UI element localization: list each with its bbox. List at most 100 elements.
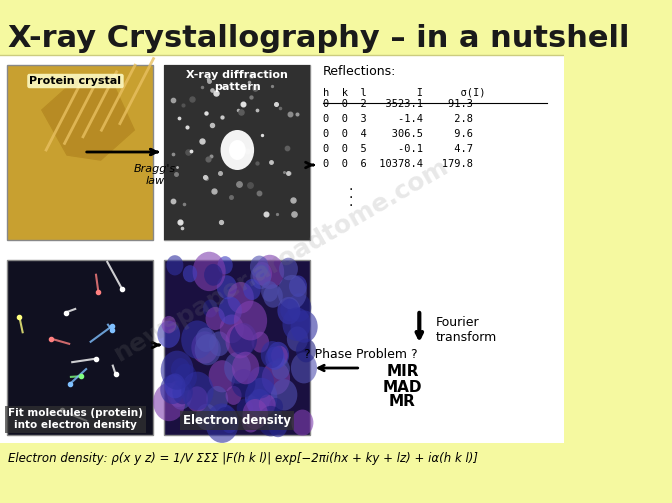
Text: h  k  l        I      σ(I): h k l I σ(I) — [323, 87, 485, 97]
Text: MAD: MAD — [383, 379, 422, 394]
Circle shape — [192, 331, 218, 364]
Circle shape — [224, 352, 251, 384]
Text: Electron density: ρ(x y z) = 1/V ΣΣΣ |F(h k l)| exp[−2πi(hx + ky + lz) + iα(h k : Electron density: ρ(x y z) = 1/V ΣΣΣ |F(… — [8, 452, 478, 465]
Text: .: . — [348, 187, 352, 201]
Text: Fourier
transform: Fourier transform — [436, 316, 497, 344]
Text: X-ray Crystallography – in a nutshell: X-ray Crystallography – in a nutshell — [8, 24, 630, 52]
Circle shape — [171, 358, 190, 381]
Circle shape — [220, 130, 254, 170]
Text: Bragg's
law: Bragg's law — [134, 164, 176, 186]
Text: 0  0  2   3523.1    91.3: 0 0 2 3523.1 91.3 — [323, 99, 473, 109]
Circle shape — [237, 398, 253, 418]
Circle shape — [251, 265, 271, 289]
Text: Fit molecules (protein)
into electron density: Fit molecules (protein) into electron de… — [8, 408, 143, 430]
Circle shape — [259, 394, 276, 414]
Circle shape — [296, 339, 316, 362]
Circle shape — [232, 352, 259, 384]
Circle shape — [278, 297, 300, 324]
Circle shape — [255, 255, 284, 289]
Circle shape — [218, 256, 233, 274]
Circle shape — [217, 275, 237, 299]
Circle shape — [153, 383, 185, 421]
Circle shape — [206, 307, 225, 330]
Circle shape — [167, 380, 190, 407]
Text: 0  0  4    306.5     9.6: 0 0 4 306.5 9.6 — [323, 129, 473, 139]
Circle shape — [161, 351, 194, 390]
Circle shape — [290, 310, 318, 343]
Circle shape — [292, 409, 313, 436]
Circle shape — [193, 252, 226, 291]
Circle shape — [167, 255, 183, 276]
Circle shape — [278, 275, 306, 309]
Circle shape — [247, 367, 274, 398]
Circle shape — [245, 378, 278, 416]
Text: .: . — [348, 179, 352, 193]
Text: 0  0  6  10378.4   179.8: 0 0 6 10378.4 179.8 — [323, 159, 473, 169]
Circle shape — [291, 352, 317, 383]
Circle shape — [220, 314, 244, 343]
Circle shape — [271, 346, 288, 366]
Bar — [163, 65, 310, 240]
Circle shape — [258, 406, 284, 437]
Text: ? Phase Problem ?: ? Phase Problem ? — [304, 349, 417, 362]
Circle shape — [160, 375, 185, 404]
Circle shape — [261, 281, 278, 302]
Circle shape — [242, 411, 260, 433]
Circle shape — [289, 275, 307, 297]
Circle shape — [227, 282, 254, 313]
Circle shape — [271, 379, 297, 410]
Text: newspaper.aroadtome.com: newspaper.aroadtome.com — [110, 154, 454, 366]
Text: X-ray diffraction
pattern: X-ray diffraction pattern — [186, 70, 288, 92]
Circle shape — [203, 299, 218, 317]
Circle shape — [157, 321, 180, 348]
Circle shape — [262, 361, 290, 395]
Circle shape — [170, 384, 192, 409]
Text: Reflections:: Reflections: — [323, 65, 396, 78]
Bar — [163, 65, 310, 240]
Bar — [0, 0, 564, 55]
Circle shape — [175, 364, 197, 390]
Circle shape — [243, 279, 261, 300]
Circle shape — [195, 334, 221, 365]
Circle shape — [172, 380, 193, 404]
Circle shape — [216, 404, 233, 425]
Circle shape — [183, 265, 197, 282]
Circle shape — [165, 373, 185, 398]
Polygon shape — [42, 75, 134, 160]
Circle shape — [206, 403, 239, 443]
Circle shape — [209, 331, 230, 356]
Circle shape — [271, 358, 290, 380]
Bar — [0, 55, 564, 443]
Circle shape — [226, 386, 242, 405]
Text: 0  0  5     -0.1     4.7: 0 0 5 -0.1 4.7 — [323, 144, 473, 154]
Circle shape — [269, 398, 283, 415]
Text: 0  0  3     -1.4     2.8: 0 0 3 -1.4 2.8 — [323, 114, 473, 124]
Circle shape — [196, 327, 216, 352]
Circle shape — [250, 256, 269, 278]
Bar — [0, 443, 564, 503]
Circle shape — [287, 326, 308, 352]
Circle shape — [218, 297, 242, 324]
Circle shape — [243, 399, 268, 430]
Circle shape — [265, 347, 285, 370]
Circle shape — [234, 301, 267, 341]
Circle shape — [206, 386, 228, 412]
Circle shape — [232, 369, 255, 397]
Circle shape — [230, 323, 257, 356]
Bar — [7, 65, 153, 240]
Circle shape — [229, 140, 246, 160]
Circle shape — [263, 284, 283, 308]
Circle shape — [267, 342, 289, 368]
Circle shape — [247, 389, 271, 418]
Text: Protein crystal: Protein crystal — [30, 76, 122, 86]
Circle shape — [186, 386, 208, 412]
Circle shape — [269, 414, 288, 437]
Circle shape — [208, 360, 236, 392]
Text: MIR: MIR — [386, 365, 419, 379]
Circle shape — [196, 404, 218, 430]
Circle shape — [251, 331, 269, 353]
Text: MR: MR — [389, 394, 416, 409]
Circle shape — [215, 407, 235, 430]
Bar — [7, 260, 153, 435]
Circle shape — [226, 323, 255, 358]
